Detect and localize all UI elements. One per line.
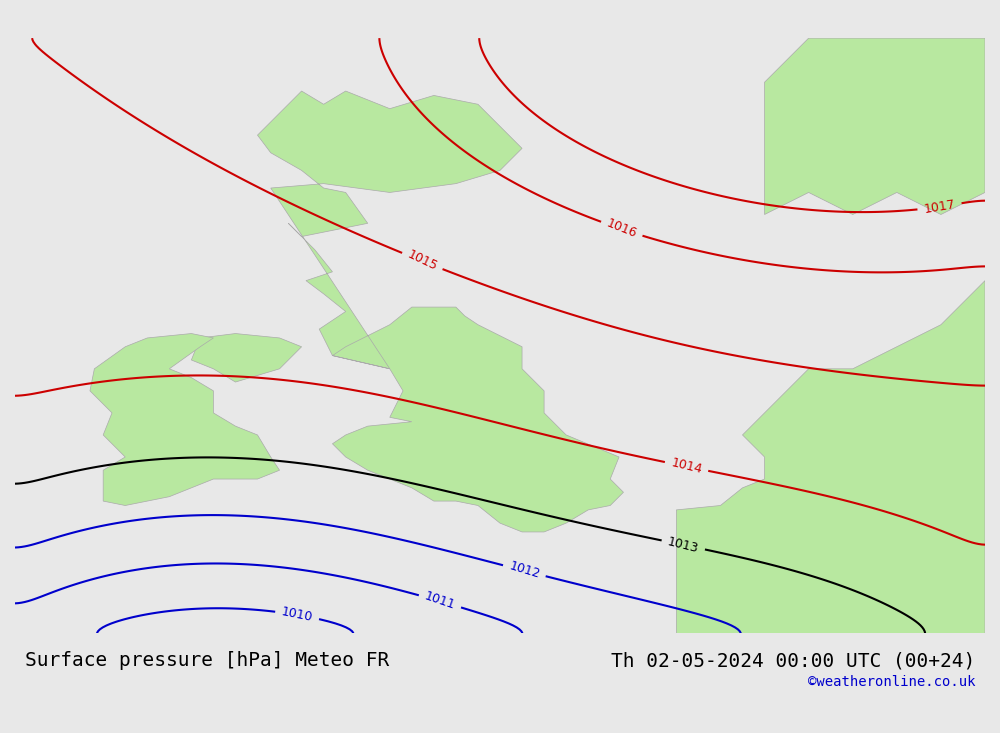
Polygon shape [257,91,623,532]
Polygon shape [765,38,985,215]
Text: 1010: 1010 [280,605,314,625]
Polygon shape [676,281,985,633]
Polygon shape [191,334,302,382]
Text: Surface pressure [hPa] Meteo FR: Surface pressure [hPa] Meteo FR [25,651,389,670]
Text: ©weatheronline.co.uk: ©weatheronline.co.uk [808,675,975,689]
Text: 1016: 1016 [605,217,639,241]
Polygon shape [90,334,280,506]
Text: 1011: 1011 [423,590,457,613]
Text: 1015: 1015 [405,248,439,273]
Text: 1013: 1013 [666,535,700,555]
Text: 1012: 1012 [507,560,541,581]
Text: 1014: 1014 [670,457,703,476]
Text: Th 02-05-2024 00:00 UTC (00+24): Th 02-05-2024 00:00 UTC (00+24) [611,651,975,670]
Text: 1017: 1017 [923,198,956,216]
